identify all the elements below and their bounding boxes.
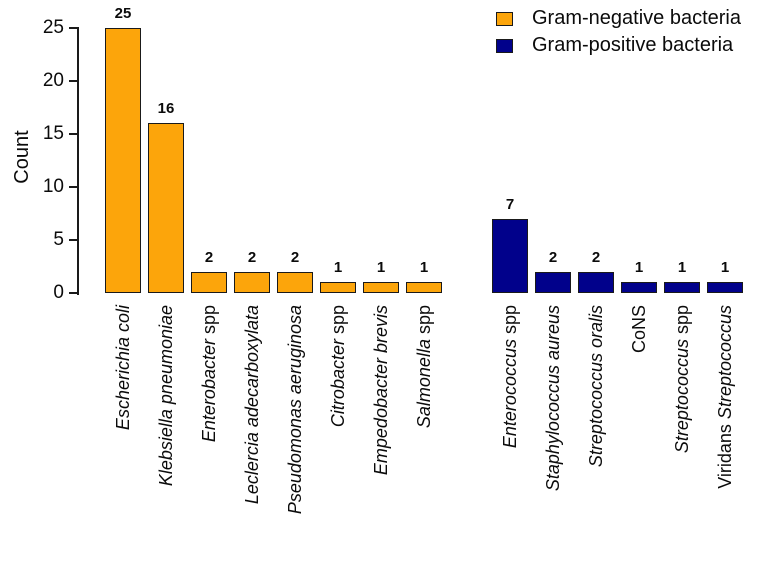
bar-value-label: 1 (634, 259, 644, 277)
bar (234, 271, 270, 293)
bar (191, 271, 227, 293)
x-tick-label: Salmonella spp (414, 305, 434, 585)
bar (492, 218, 528, 293)
x-tick-label: Leclercia adecarboxylata (242, 305, 262, 585)
legend: Gram-negative bacteria Gram-positive bact… (496, 5, 741, 59)
legend-item: Gram-positive bacteria (496, 32, 741, 59)
x-tick-label: Citrobacter spp (328, 305, 348, 585)
bar-value-label: 1 (419, 259, 429, 277)
bar (578, 271, 614, 293)
legend-item: Gram-negative bacteria (496, 5, 741, 32)
x-tick-label-part: Staphylococcus aureus (543, 305, 563, 492)
bar-value-label: 1 (677, 259, 687, 277)
x-tick-label: Enterococcus spp (500, 305, 520, 585)
bar-value-label: 16 (157, 100, 175, 118)
bar-value-label: 2 (204, 248, 214, 266)
y-tick (69, 239, 78, 241)
bar-value-label: 7 (505, 195, 515, 213)
bar (535, 271, 571, 293)
y-tick-label: 5 (53, 229, 64, 250)
x-tick-label: Staphylococcus aureus (543, 305, 563, 585)
bar (105, 28, 141, 293)
x-tick-label: Klebsiella pneumoniae (156, 305, 176, 585)
bar-value-label: 1 (376, 259, 386, 277)
x-tick-label: Enterobacter spp (199, 305, 219, 585)
bar (148, 123, 184, 293)
bar-value-label: 1 (720, 259, 730, 277)
bar (406, 282, 442, 293)
legend-swatch (496, 11, 513, 26)
bar (621, 282, 657, 293)
x-tick-label-part: Enterococcus (500, 339, 520, 449)
bar-value-label: 2 (247, 248, 257, 266)
y-tick (69, 292, 78, 294)
bar (363, 282, 399, 293)
x-tick-label-part: Streptococcus oralis (586, 305, 606, 468)
x-tick-label-part: Empedobacter brevis (371, 305, 391, 476)
bar-value-label: 25 (114, 5, 132, 22)
x-tick-label: Streptococcus spp (672, 305, 692, 585)
x-tick-label-part: spp (328, 305, 348, 340)
x-tick-label-part: Pseudomonas aeruginosa (285, 305, 305, 515)
x-tick-label-part: Streptococcus (672, 339, 692, 454)
bar (707, 282, 743, 293)
y-tick-label: 20 (42, 70, 64, 91)
legend-label: Gram-negative bacteria (532, 7, 741, 29)
x-tick-label-part: Leclercia adecarboxylata (242, 305, 262, 505)
x-tick-label: Pseudomonas aeruginosa (285, 305, 305, 585)
x-tick-label-part: spp (414, 305, 434, 340)
x-tick-label-part: Citrobacter (328, 339, 348, 428)
y-tick (69, 80, 78, 82)
x-tick-label: CoNS (629, 305, 649, 585)
y-tick-label: 15 (42, 123, 64, 144)
legend-label: Gram-positive bacteria (532, 34, 734, 56)
x-tick-label: Escherichia coli (113, 305, 133, 585)
bar-value-label: 2 (548, 248, 558, 266)
x-tick-label-part: spp (199, 305, 219, 340)
x-tick-label-part: CoNS (629, 305, 649, 354)
legend-swatch (496, 38, 513, 53)
bar-value-label: 2 (591, 248, 601, 266)
x-tick-label-part: Streptococcus (715, 305, 735, 420)
bar-value-label: 2 (290, 248, 300, 266)
x-tick-label-part: spp (500, 305, 520, 340)
y-tick-label: 0 (53, 282, 64, 303)
x-tick-label: Streptococcus oralis (586, 305, 606, 585)
y-tick-label: 25 (42, 17, 64, 38)
x-tick-label-part: Escherichia coli (113, 305, 133, 431)
y-tick (69, 133, 78, 135)
x-tick-label: Empedobacter brevis (371, 305, 391, 585)
x-tick-label-part: Viridans (715, 419, 735, 489)
y-tick (69, 186, 78, 188)
x-tick-label: Viridans Streptococcus (715, 305, 735, 585)
bar-value-label: 1 (333, 259, 343, 277)
x-tick-label-part: spp (672, 305, 692, 340)
bar (664, 282, 700, 293)
y-tick (69, 27, 78, 29)
bar (277, 271, 313, 293)
x-tick-label-part: Enterobacter (199, 339, 219, 443)
x-tick-label-part: Salmonella (414, 339, 434, 429)
y-tick-label: 10 (42, 176, 64, 197)
x-tick-label-part: Klebsiella pneumoniae (156, 305, 176, 487)
bar (320, 282, 356, 293)
y-axis-line (77, 27, 79, 295)
